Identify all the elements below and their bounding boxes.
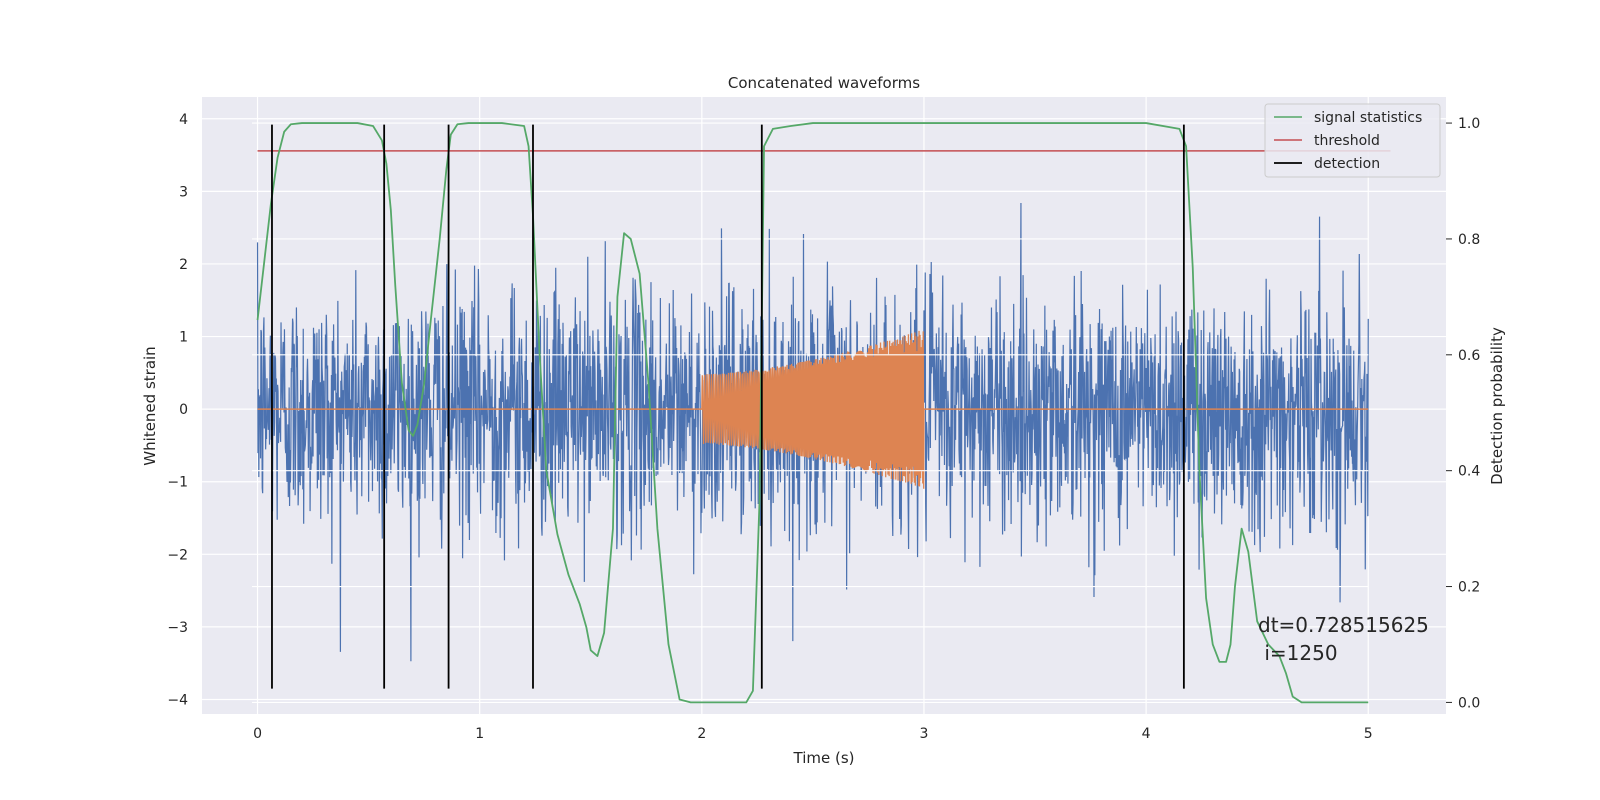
right-tick-label: 0.8 [1458,232,1480,248]
right-axis-grid [252,122,1391,704]
y-tick-label: −4 [167,692,188,708]
x-tick-label: 2 [697,726,706,742]
legend-label-detection: detection [1314,156,1380,172]
right-y-axis-label: Detection probability [1488,327,1506,485]
x-tick-label: 5 [1364,726,1373,742]
chart-title: Concatenated waveforms [728,74,920,92]
right-tick-label: 0.0 [1458,695,1480,711]
y-axis-ticks: −4 −3 −2 −1 0 1 2 3 4 [167,112,188,709]
right-axis-ticks: 0.0 0.2 0.4 0.6 0.8 1.0 [1446,116,1480,711]
x-tick-label: 3 [920,726,929,742]
annotation-line: dt=0.728515625 [1258,613,1429,637]
y-tick-label: 3 [179,184,188,200]
annotation-line: i=1250 [1258,641,1338,665]
right-tick-label: 0.6 [1458,348,1480,364]
right-tick-label: 1.0 [1458,116,1480,132]
y-tick-label: 0 [179,402,188,418]
x-axis-ticks: 0 1 2 3 4 5 [253,726,1373,742]
annotation-text: dt=0.728515625 i=1250 [1258,613,1429,665]
y-tick-label: −1 [167,475,188,491]
y-tick-label: −3 [167,620,188,636]
legend-label-threshold: threshold [1314,133,1380,149]
legend-box [1264,103,1441,178]
y-tick-label: 2 [179,257,188,273]
x-tick-label: 4 [1142,726,1151,742]
y-tick-label: 4 [179,112,188,128]
y-tick-label: 1 [179,330,188,346]
legend-label-signal-statistics: signal statistics [1314,110,1422,126]
x-axis-label: Time (s) [793,749,855,767]
y-tick-label: −2 [167,547,188,563]
x-tick-label: 1 [475,726,484,742]
template-chirp-series [701,330,925,489]
right-tick-label: 0.4 [1458,464,1480,480]
right-tick-label: 0.2 [1458,580,1480,596]
y-axis-label: Whitened strain [141,346,159,465]
legend: signal statistics threshold detection [1264,103,1441,178]
x-tick-label: 0 [253,726,262,742]
signal-statistics-line [256,122,1369,704]
